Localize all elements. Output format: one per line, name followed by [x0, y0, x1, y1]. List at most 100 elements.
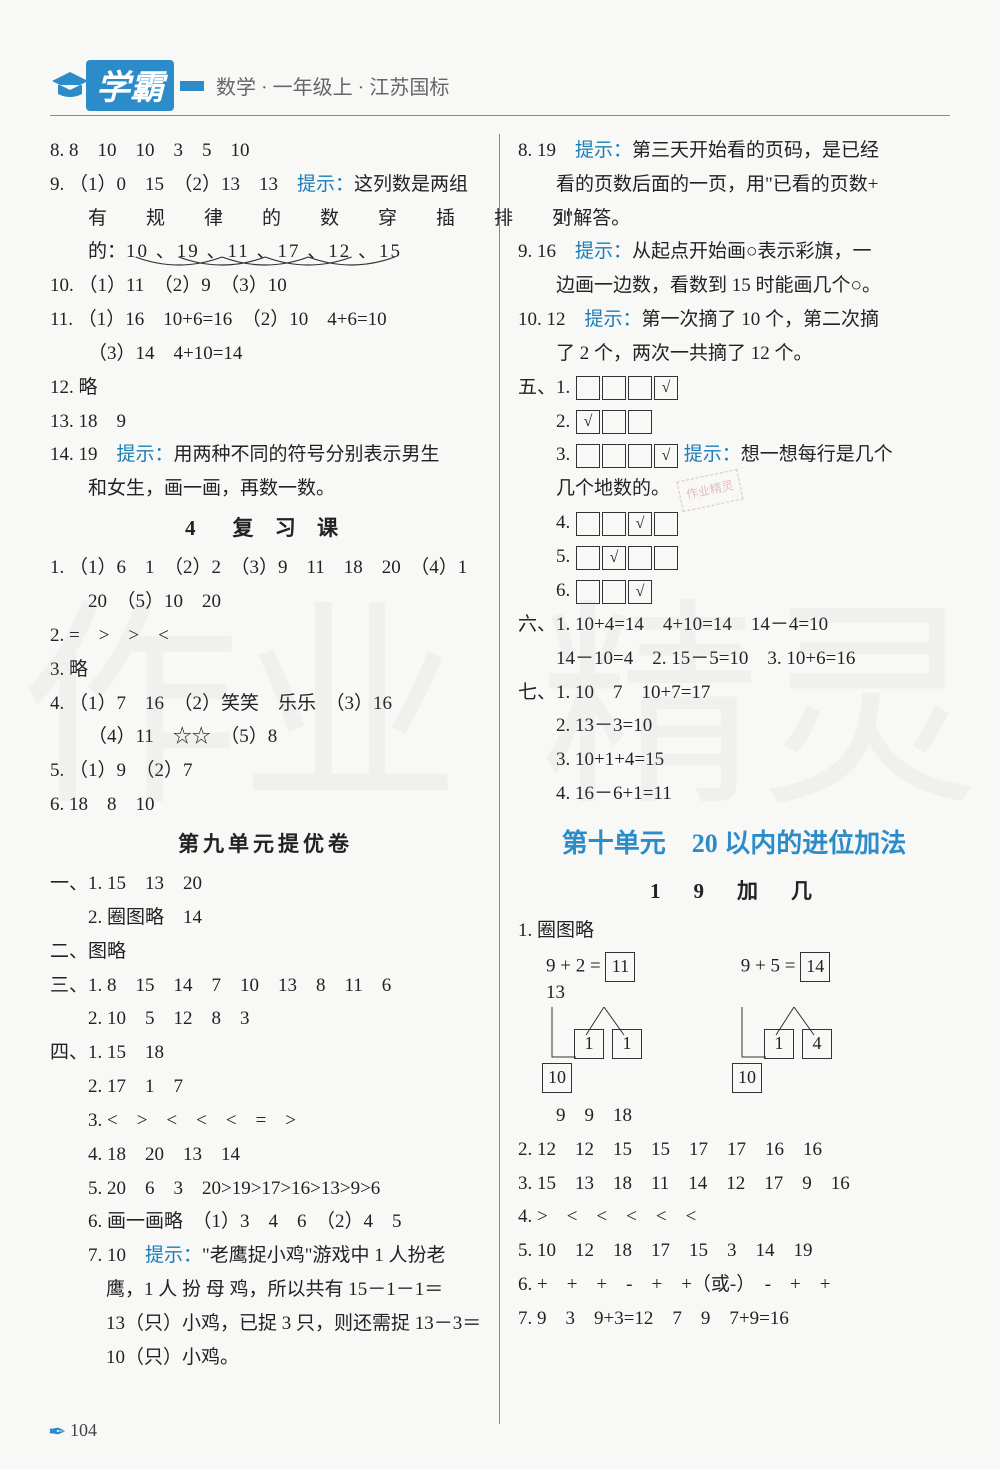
answer-line: 8. 8 10 10 3 5 10: [50, 134, 481, 168]
answer-line: 5. （1）9 （2）7: [50, 754, 481, 788]
split-diagram: 9 + 2 = 11 9 + 5 = 14 13: [546, 952, 950, 1095]
split-box: 1: [574, 1029, 604, 1059]
logo-text: 学霸: [86, 60, 174, 111]
checkbox: [628, 410, 652, 434]
section-title: 4 复 习 课: [50, 510, 481, 547]
checkbox: [602, 512, 626, 536]
page-header: 学霸 数学 · 一年级上 · 江苏国标: [50, 60, 950, 116]
answer-line: 5. 10 12 18 17 15 3 14 19: [518, 1234, 950, 1268]
text: "老鹰捉小鸡"游戏中 1 人扮老: [202, 1245, 446, 1266]
left-column: 8. 8 10 10 3 5 10 9. （1）0 15 （2）13 13 提示…: [50, 134, 500, 1424]
text: 第一次摘了 10 个，第二次摘: [642, 309, 880, 330]
answer-line: 鹰，1 人 扮 母 鸡，所以共有 15－1－1＝: [50, 1273, 481, 1307]
answer-line: （3）14 4+10=14: [50, 337, 481, 371]
answer-line: 14－10=4 2. 15－5=10 3. 10+6=16: [518, 642, 950, 676]
page-number: 104: [70, 1420, 97, 1441]
text: 这列数是两组: [354, 174, 468, 195]
split-box: 10: [732, 1063, 762, 1093]
answer-line: 5. √: [518, 540, 950, 574]
answer-line: 4. （1）7 16 （2）笑笑 乐乐 （3）16: [50, 687, 481, 721]
answer-line: 3. 10+1+4=15: [518, 743, 950, 777]
answer-line: 2. 圈图略 14: [50, 901, 481, 935]
logo: 学霸: [50, 60, 174, 111]
checkbox: [576, 580, 600, 604]
answer-line: 三、1. 8 15 14 7 10 13 8 11 6: [50, 969, 481, 1003]
checkbox: [602, 444, 626, 468]
answer-line: 14. 19 提示：用两种不同的符号分别表示男生: [50, 438, 481, 472]
feather-icon: ✒: [48, 1419, 66, 1445]
checkbox: √: [628, 512, 652, 536]
text: 3.: [556, 444, 570, 465]
answer-line: 几个地数的。 作业精灵: [518, 472, 950, 506]
checkbox: [576, 546, 600, 570]
text: 13: [546, 982, 606, 1005]
answer-line: 11. （1）16 10+6=16 （2）10 4+6=10: [50, 303, 481, 337]
checkbox: [628, 376, 652, 400]
answer-line: 3. 15 13 18 11 14 12 17 9 16: [518, 1167, 950, 1201]
result-box: 14: [800, 952, 830, 982]
answer-line: 12. 略: [50, 371, 481, 405]
text: 9. 16: [518, 241, 575, 262]
answer-line: 1"解答。: [518, 202, 950, 236]
text: 5.: [556, 546, 570, 567]
answer-line: 8. 19 提示：第三天开始看的页码，是已经: [518, 134, 950, 168]
answer-line: 2. 12 12 15 15 17 17 16 16: [518, 1133, 950, 1167]
checkbox-row: √: [575, 512, 679, 533]
text: 从起点开始画○表示彩旗，一: [632, 241, 871, 262]
text: 第三天开始看的页码，是已经: [632, 140, 879, 161]
checkbox: [576, 512, 600, 536]
answer-line: 4. 16－6+1=11: [518, 777, 950, 811]
checkbox: √: [576, 410, 600, 434]
answer-line: 4. 18 20 13 14: [50, 1138, 481, 1172]
hint-label: 提示：: [297, 174, 354, 195]
answer-line: 9. 16 提示：从起点开始画○表示彩旗，一: [518, 235, 950, 269]
answer-line: 6. √: [518, 574, 950, 608]
checkbox-row: √: [575, 444, 679, 465]
right-column: 8. 19 提示：第三天开始看的页码，是已经 看的页数后面的一页，用"已看的页数…: [500, 134, 950, 1424]
header-dash-icon: [180, 81, 204, 91]
checkbox-row: √: [575, 580, 653, 601]
hint-label: 提示：: [145, 1245, 202, 1266]
checkbox-row: √: [575, 546, 679, 567]
answer-line: 1. 圈图略: [518, 914, 950, 948]
answer-line: 了 2 个，两次一共摘了 12 个。: [518, 337, 950, 371]
section-title: 1 9 加 几: [518, 873, 950, 910]
checkbox: [576, 376, 600, 400]
answer-line: 2. 17 1 7: [50, 1070, 481, 1104]
answer-line: 2. = > > <: [50, 619, 481, 653]
answer-line: 一、1. 15 13 20: [50, 867, 481, 901]
text: 2.: [556, 411, 570, 432]
section-title: 第九单元提优卷: [50, 826, 481, 863]
checkbox: √: [628, 580, 652, 604]
answer-line: 六、1. 10+4=14 4+10=14 14－4=10: [518, 608, 950, 642]
answer-line: 二、图略: [50, 935, 481, 969]
split-box: 1: [612, 1029, 642, 1059]
text: 五、1.: [518, 377, 570, 398]
split-box: 10: [542, 1063, 572, 1093]
graduation-cap-icon: [50, 66, 90, 105]
text: 14. 19: [50, 444, 117, 465]
checkbox: [576, 444, 600, 468]
checkbox: [628, 444, 652, 468]
answer-line: 20 （5）10 20: [50, 585, 481, 619]
text: 10. 12: [518, 309, 585, 330]
text: 的：: [88, 241, 126, 262]
answer-line: 3. < > < < < = >: [50, 1104, 481, 1138]
checkbox: √: [602, 546, 626, 570]
answer-line: 13. 18 9: [50, 405, 481, 439]
text: 9 + 5 =: [741, 956, 796, 977]
text: 7. 10: [88, 1245, 145, 1266]
answer-line: 5. 20 6 3 20>19>17>16>13>9>6: [50, 1172, 481, 1206]
checkbox: [654, 512, 678, 536]
text: 9. （1）0 15 （2）13 13: [50, 174, 297, 195]
split-box: 4: [802, 1029, 832, 1059]
checkbox: [602, 580, 626, 604]
checkbox: [602, 410, 626, 434]
answer-line: 6. 画一画略 （1）3 4 6 （2）4 5: [50, 1205, 481, 1239]
answer-line: 7. 9 3 9+3=12 7 9 7+9=16: [518, 1302, 950, 1336]
answer-line: 9. （1）0 15 （2）13 13 提示：这列数是两组: [50, 168, 481, 202]
answer-line: 6. 18 8 10: [50, 788, 481, 822]
answer-line: 4. √: [518, 506, 950, 540]
answer-line: 7. 10 提示："老鹰捉小鸡"游戏中 1 人扮老: [50, 1239, 481, 1273]
answer-line: 边画一边数，看数到 15 时能画几个○。: [518, 269, 950, 303]
